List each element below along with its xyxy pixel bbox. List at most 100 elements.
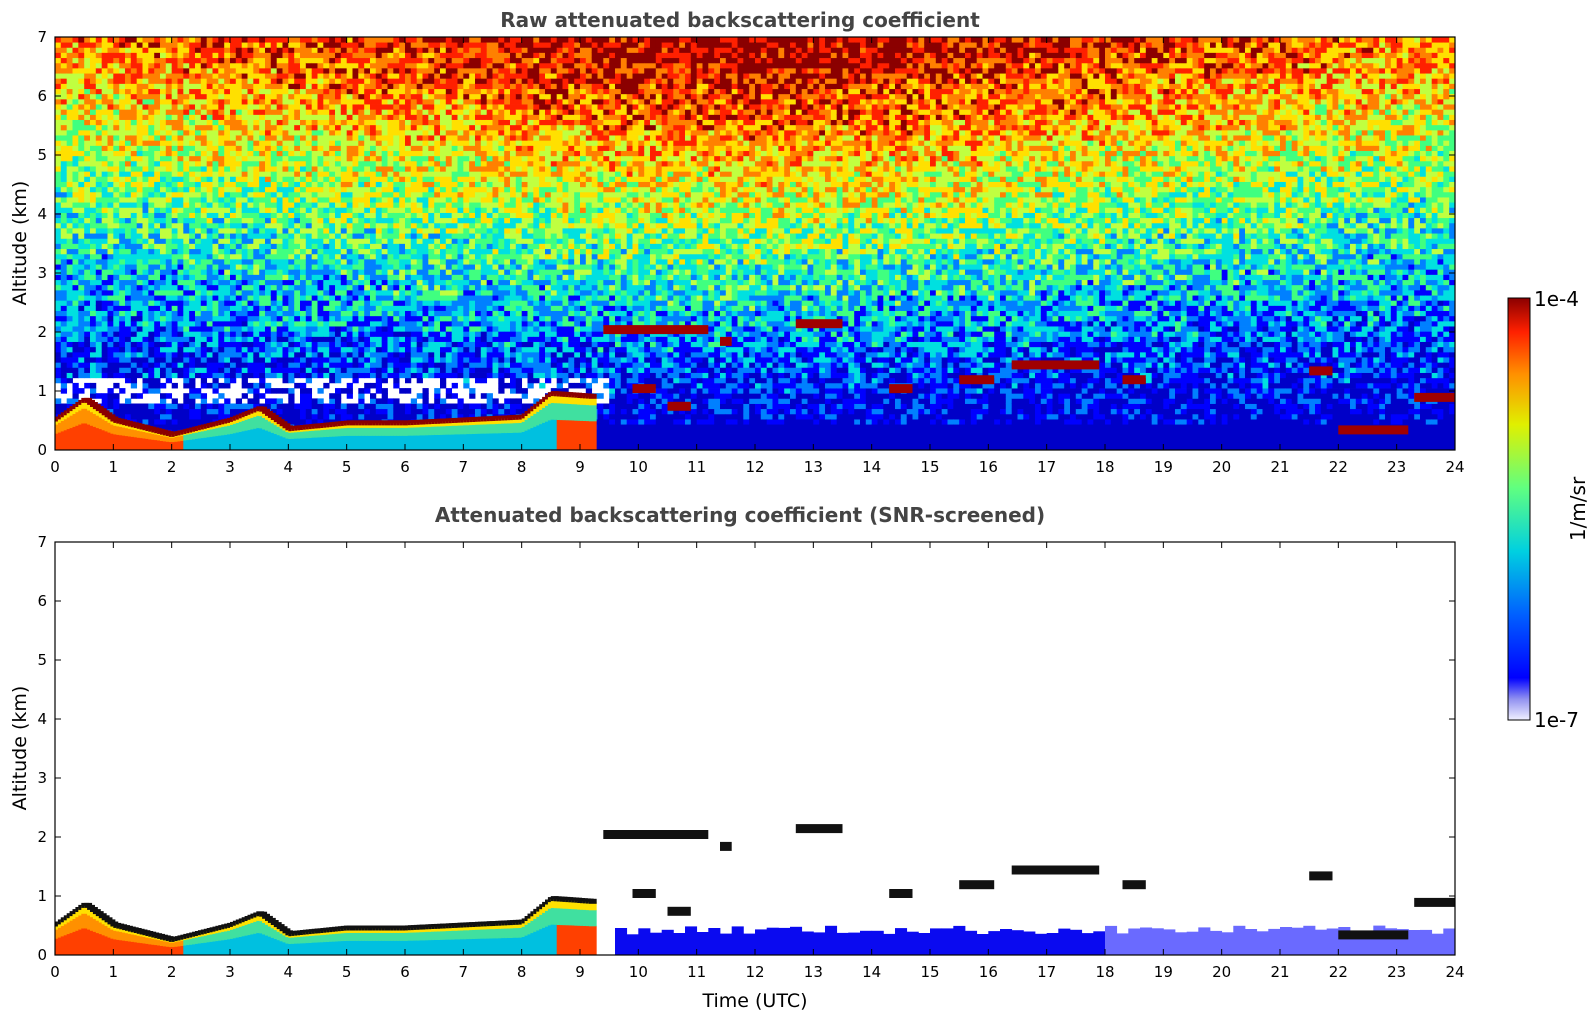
backscatter-cell [201, 378, 207, 384]
backscatter-cell [148, 68, 154, 74]
backscatter-cell [201, 192, 207, 198]
backscatter-cell [399, 228, 405, 234]
backscatter-cell [265, 145, 271, 151]
backscatter-cell [189, 352, 195, 358]
backscatter-cell [108, 125, 114, 131]
backscatter-cell [277, 316, 283, 322]
backscatter-cell [55, 218, 61, 224]
backscatter-cell [347, 383, 353, 389]
backscatter-cell [376, 264, 382, 270]
backscatter-cell [113, 166, 119, 172]
backscatter-cell [201, 316, 207, 322]
backscatter-cell [73, 176, 79, 182]
backscatter-cell [347, 171, 353, 177]
backscatter-cell [358, 207, 364, 213]
backscatter-cell [55, 269, 61, 275]
backscatter-cell [364, 342, 370, 348]
backscatter-cell [248, 233, 254, 239]
backscatter-cell [376, 378, 382, 384]
backscatter-cell [329, 114, 335, 120]
backscatter-cell [248, 89, 254, 95]
backscatter-cell [376, 156, 382, 162]
backscatter-cell [78, 388, 84, 394]
backscatter-cell [306, 47, 312, 53]
backscatter-cell [224, 367, 230, 373]
backscatter-cell [370, 47, 376, 53]
backscatter-cell [131, 63, 137, 69]
backscatter-cell [382, 404, 388, 410]
backscatter-cell [230, 249, 236, 255]
backscatter-cell [417, 352, 423, 358]
backscatter-cell [294, 383, 300, 389]
backscatter-cell [341, 89, 347, 95]
backscatter-cell [61, 37, 67, 43]
backscatter-cell [90, 326, 96, 332]
backscatter-cell [382, 305, 388, 311]
backscatter-cell [125, 233, 131, 239]
backscatter-cell [108, 58, 114, 64]
backscatter-cell [329, 166, 335, 172]
backscatter-cell [283, 259, 289, 265]
backscatter-cell [154, 275, 160, 281]
backscatter-cell [61, 166, 67, 172]
backscatter-cell [55, 244, 61, 250]
backscatter-cell [393, 58, 399, 64]
backscatter-cell [294, 84, 300, 90]
backscatter-cell [364, 68, 370, 74]
backscatter-cell [405, 176, 411, 182]
backscatter-cell [248, 166, 254, 172]
backscatter-cell [248, 182, 254, 188]
backscatter-cell [119, 259, 125, 265]
backscatter-cell [143, 254, 149, 260]
backscatter-cell [399, 321, 405, 327]
backscatter-cell [207, 114, 213, 120]
backscatter-cell [160, 53, 166, 59]
backscatter-cell [148, 367, 154, 373]
backscatter-cell [172, 424, 178, 430]
backscatter-cell [277, 290, 283, 296]
backscatter-cell [271, 290, 277, 296]
backscatter-cell [207, 414, 213, 420]
backscatter-cell [218, 130, 224, 136]
backscatter-cell [102, 367, 108, 373]
backscatter-cell [277, 362, 283, 368]
backscatter-cell [318, 68, 324, 74]
backscatter-cell [67, 316, 73, 322]
backscatter-cell [207, 53, 213, 59]
backscatter-cell [224, 259, 230, 265]
backscatter-cell [271, 171, 277, 177]
backscatter-cell [84, 68, 90, 74]
backscatter-cell [102, 316, 108, 322]
backscatter-cell [137, 228, 143, 234]
backscatter-cell [393, 166, 399, 172]
backscatter-cell [189, 254, 195, 260]
backscatter-cell [137, 187, 143, 193]
backscatter-cell [271, 244, 277, 250]
backscatter-cell [353, 202, 359, 208]
backscatter-cell [347, 414, 353, 420]
backscatter-cell [73, 259, 79, 265]
backscatter-cell [353, 300, 359, 306]
backscatter-cell [306, 182, 312, 188]
backscatter-cell [189, 47, 195, 53]
backscatter-cell [242, 213, 248, 219]
backscatter-cell [84, 99, 90, 105]
backscatter-cell [195, 89, 201, 95]
backscatter-cell [148, 63, 154, 69]
backscatter-cell [160, 331, 166, 337]
backscatter-cell [405, 58, 411, 64]
backscatter-cell [312, 130, 318, 136]
backscatter-cell [428, 373, 434, 379]
backscatter-cell [300, 84, 306, 90]
backscatter-cell [154, 373, 160, 379]
backscatter-cell [230, 192, 236, 198]
backscatter-cell [312, 151, 318, 157]
backscatter-cell [113, 99, 119, 105]
backscatter-cell [399, 367, 405, 373]
backscatter-cell [113, 264, 119, 270]
backscatter-cell [166, 99, 172, 105]
backscatter-cell [137, 223, 143, 229]
backscatter-cell [125, 151, 131, 157]
backscatter-cell [248, 202, 254, 208]
